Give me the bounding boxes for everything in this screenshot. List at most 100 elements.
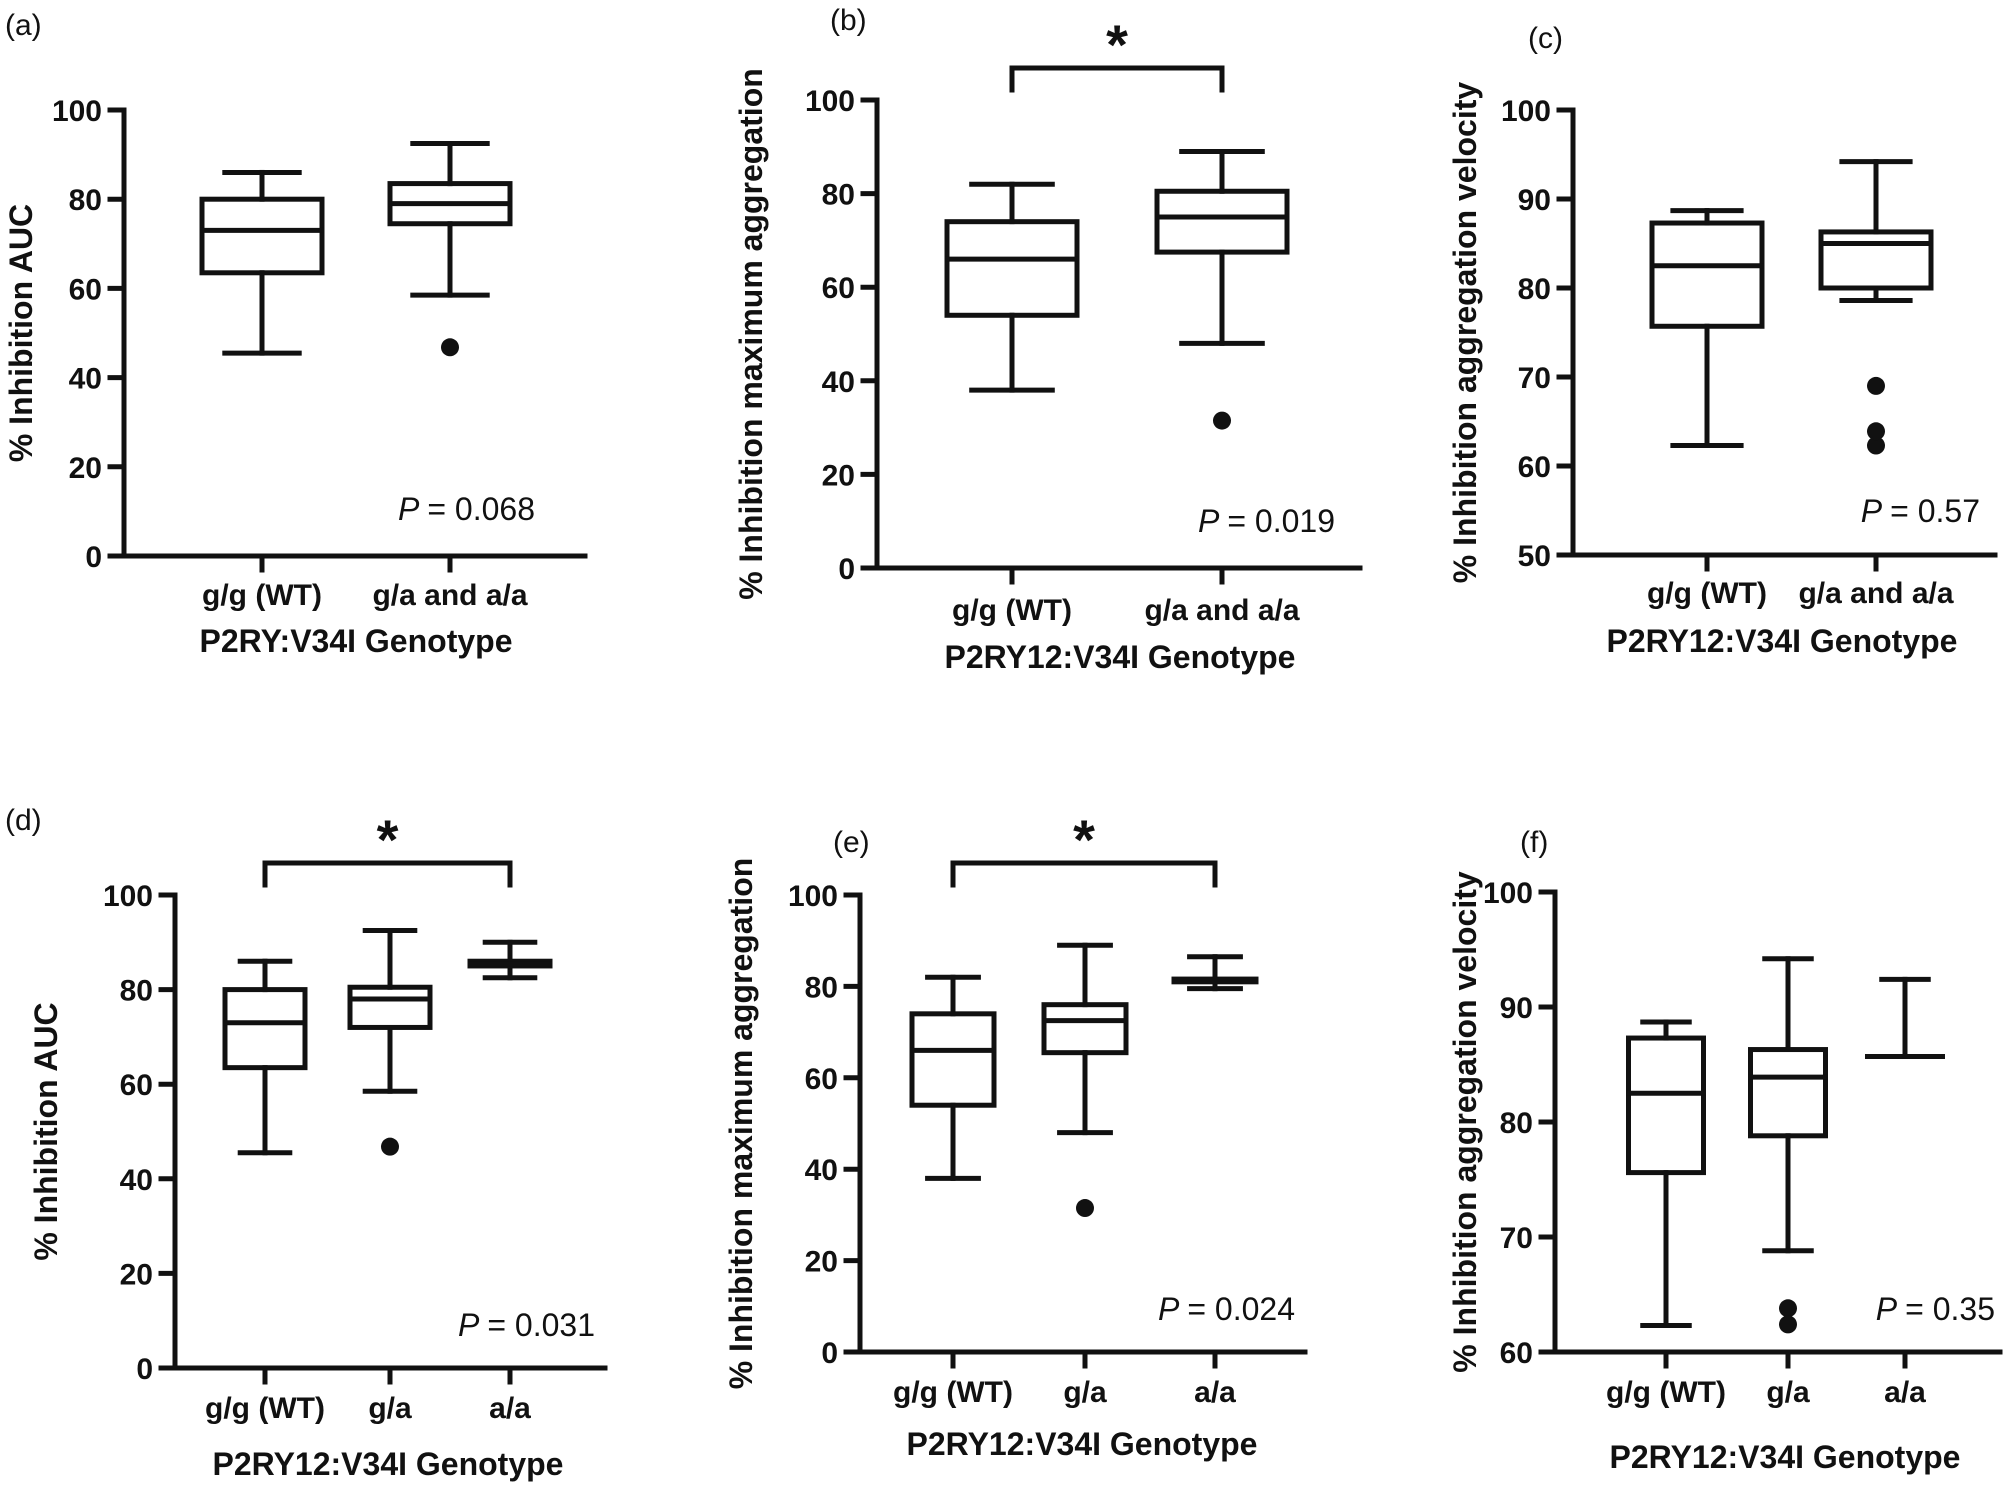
iqr-box <box>909 1011 997 1108</box>
y-tick-label: 60 <box>822 272 855 305</box>
significance-star: * <box>1073 808 1095 871</box>
y-tick-label: 60 <box>120 1069 153 1102</box>
category-label: g/a and a/a <box>1144 594 1299 627</box>
iqr-box <box>1649 220 1765 329</box>
outlier-point <box>1779 1299 1797 1318</box>
y-tick-label: 40 <box>120 1164 153 1197</box>
y-tick-label: 60 <box>805 1063 838 1096</box>
box-0: g/g (WT) <box>1606 1019 1726 1409</box>
p-symbol: P <box>1861 493 1883 529</box>
p-symbol: P <box>1158 1291 1180 1327</box>
y-tick-label: 60 <box>1500 1337 1533 1370</box>
p-value-annotation: P = 0.031 <box>458 1307 595 1343</box>
panel-b: (b) 0 20 40 60 80 100 g/g (WT) g/a and a/a P2RY12… <box>733 4 1363 675</box>
outlier-point <box>381 1137 399 1156</box>
outlier-point <box>1867 436 1885 455</box>
category-label: g/g (WT) <box>205 1392 325 1425</box>
y-tick-label: 100 <box>1483 877 1533 910</box>
box-1: g/a <box>347 927 433 1425</box>
y-tick-label: 80 <box>822 179 855 212</box>
category-label: a/a <box>1194 1376 1236 1409</box>
y-tick-label: 100 <box>52 95 102 128</box>
y-tick-label: 20 <box>822 459 855 492</box>
significance-bracket: * <box>262 808 513 888</box>
panel-d: (d) 0 20 40 60 80 100 g/g (WT) g/a a/a P2RY12:V34I… <box>5 804 608 1482</box>
y-tick-label: 80 <box>120 975 153 1008</box>
iqr-box <box>1154 188 1290 255</box>
box-1: g/a <box>1748 956 1828 1409</box>
p-value-annotation: P = 0.35 <box>1876 1291 1995 1327</box>
x-axis-label: P2RY12:V34I Genotype <box>213 1446 564 1482</box>
y-tick-label: 0 <box>838 553 855 586</box>
y-tick-label: 20 <box>120 1258 153 1291</box>
p-symbol: P <box>1198 503 1220 539</box>
panel-label: (d) <box>5 804 42 837</box>
iqr-box <box>1626 1035 1706 1176</box>
iqr-box <box>944 219 1080 318</box>
y-tick-label: 60 <box>1518 451 1551 484</box>
category-label: g/a <box>1063 1376 1107 1409</box>
panel-f: (f) 60 70 80 90 100 g/g (WT) g/a a/a P2RY12:V34I … <box>1447 826 2003 1475</box>
x-axis-label: P2RY12:V34I Genotype <box>907 1426 1258 1462</box>
iqr-box <box>1818 229 1934 291</box>
y-tick-label: 70 <box>1500 1222 1533 1255</box>
p-value: = 0.57 <box>1890 493 1980 529</box>
p-value: = 0.024 <box>1187 1291 1295 1327</box>
y-tick-label: 100 <box>788 880 838 913</box>
outlier-point <box>1213 411 1231 430</box>
y-tick-label: 80 <box>805 971 838 1004</box>
box-0: g/g (WT) <box>944 181 1080 627</box>
significance-star: * <box>377 808 399 871</box>
y-tick-label: 40 <box>805 1154 838 1187</box>
p-value-annotation: P = 0.068 <box>398 491 535 527</box>
p-value-annotation: P = 0.57 <box>1861 493 1980 529</box>
y-axis-label: % Inhibition maximum aggregation <box>723 858 759 1390</box>
iqr-box <box>1748 1047 1828 1139</box>
p-symbol: P <box>458 1307 480 1343</box>
x-axis-label: P2RY12:V34I Genotype <box>1607 623 1958 659</box>
box-0: g/g (WT) <box>199 169 325 612</box>
y-tick-label: 100 <box>1501 95 1551 128</box>
x-axis-label: P2RY:V34I Genotype <box>200 623 513 659</box>
p-value: = 0.35 <box>1905 1291 1995 1327</box>
panel-c: (c) 50 60 70 80 90 100 g/g (WT) g/a and a/a P2RY1… <box>1447 22 1998 659</box>
y-tick-label: 0 <box>85 541 102 574</box>
box-0: g/g (WT) <box>1647 208 1767 610</box>
p-value: = 0.031 <box>487 1307 595 1343</box>
y-axis-label: % Inhibition AUC <box>3 204 39 462</box>
x-axis-label: P2RY12:V34I Genotype <box>945 639 1296 675</box>
category-label: g/g (WT) <box>893 1376 1013 1409</box>
category-label: g/a <box>368 1392 412 1425</box>
box-0: g/g (WT) <box>893 974 1013 1409</box>
outlier-point <box>1779 1315 1797 1334</box>
category-label: g/g (WT) <box>202 579 322 612</box>
y-tick-label: 50 <box>1518 540 1551 573</box>
panel-label: (f) <box>1520 826 1548 859</box>
p-symbol: P <box>398 491 420 527</box>
y-tick-label: 60 <box>69 273 102 306</box>
iqr-box <box>347 984 433 1030</box>
y-tick-label: 80 <box>1518 273 1551 306</box>
p-value: = 0.068 <box>427 491 535 527</box>
y-tick-label: 20 <box>69 452 102 485</box>
significance-bracket: * <box>950 808 1218 888</box>
p-symbol: P <box>1876 1291 1898 1327</box>
outlier-point <box>1867 422 1885 441</box>
box-2: a/a <box>1171 954 1259 1409</box>
significance-bracket: * <box>1009 13 1225 93</box>
y-tick-label: 80 <box>1500 1107 1533 1140</box>
y-tick-label: 40 <box>822 366 855 399</box>
panel-a: (a) 0 20 40 60 80 100 g/g (WT) g/a and a/a P2RY:V… <box>3 9 588 659</box>
outlier-point <box>441 338 459 357</box>
y-tick-label: 40 <box>69 363 102 396</box>
p-value-annotation: P = 0.019 <box>1198 503 1335 539</box>
y-tick-label: 70 <box>1518 362 1551 395</box>
y-tick-label: 90 <box>1518 184 1551 217</box>
y-tick-label: 90 <box>1500 992 1533 1025</box>
box-2: a/a <box>1865 976 1945 1409</box>
box-0: g/g (WT) <box>205 958 325 1425</box>
outlier-point <box>1867 376 1885 395</box>
category-label: g/a and a/a <box>1798 577 1953 610</box>
y-tick-label: 80 <box>69 184 102 217</box>
panel-label: (e) <box>833 826 870 859</box>
